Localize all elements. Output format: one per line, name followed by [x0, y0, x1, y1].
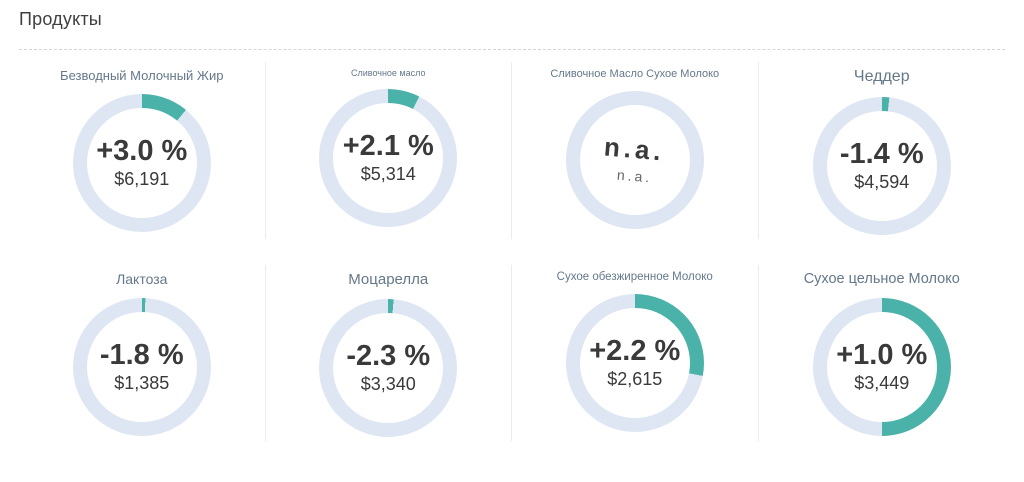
kpi-card-anhydrous-milk-fat: Безводный Молочный Жир +3.0 % $6,191	[19, 62, 266, 239]
kpi-title: Сухое обезжиренное Молоко	[556, 271, 713, 283]
dashboard-page: Продукты Безводный Молочный Жир +3.0 % $…	[19, 0, 1005, 441]
donut-hole: -1.4 % $4,594	[826, 111, 937, 221]
donut-ring: +2.1 % $5,314	[319, 89, 458, 227]
donut-ring: -1.4 % $4,594	[812, 97, 951, 235]
kpi-change: n.a.	[603, 131, 667, 167]
kpi-title: Безводный Молочный Жир	[60, 68, 224, 83]
kpi-value: $4,594	[854, 172, 910, 193]
donut-hole: n.a. n.a.	[579, 105, 690, 215]
kpi-change: +2.2 %	[589, 334, 681, 367]
kpi-card-butter-milk-powder: Сливочное Масло Сухое Молоко n.a. n.a.	[512, 62, 759, 239]
kpi-change: +2.1 %	[342, 129, 434, 162]
kpi-title: Сливочное масло	[351, 68, 426, 78]
donut-hole: -2.3 % $3,340	[333, 313, 444, 423]
donut-ring: +2.2 % $2,615	[565, 294, 704, 432]
kpi-title: Моцарелла	[348, 271, 429, 288]
kpi-card-butter: Сливочное масло +2.1 % $5,314	[266, 62, 512, 239]
kpi-change: -1.8 %	[99, 338, 184, 371]
donut-hole: +2.1 % $5,314	[333, 103, 444, 213]
kpi-title: Лактоза	[116, 271, 168, 287]
donut-hole: +3.0 % $6,191	[86, 108, 197, 218]
kpi-card-mozzarella: Моцарелла -2.3 % $3,340	[266, 265, 512, 441]
kpi-value: $1,385	[114, 373, 170, 394]
kpi-card-cheddar: Чеддер -1.4 % $4,594	[759, 62, 1006, 239]
kpi-value: n.a.	[616, 166, 654, 186]
kpi-value: $3,340	[360, 374, 416, 395]
donut-ring: +1.0 % $3,449	[812, 298, 951, 436]
kpi-card-lactose: Лактоза -1.8 % $1,385	[19, 265, 266, 441]
donut-ring: +3.0 % $6,191	[72, 94, 211, 232]
kpi-value: $5,314	[360, 164, 416, 185]
header-separator	[19, 49, 1005, 50]
page-title: Продукты	[19, 9, 102, 29]
donut-ring: -2.3 % $3,340	[319, 299, 458, 437]
kpi-change: +3.0 %	[96, 134, 188, 167]
kpi-grid: Безводный Молочный Жир +3.0 % $6,191 Сли…	[19, 62, 1005, 441]
kpi-value: $6,191	[114, 169, 170, 190]
kpi-card-whole-milk-powder: Сухое цельное Молоко +1.0 % $3,449	[759, 265, 1006, 441]
kpi-value: $2,615	[607, 369, 663, 390]
kpi-change: -1.4 %	[839, 137, 924, 170]
donut-hole: +1.0 % $3,449	[826, 312, 937, 422]
kpi-change: -2.3 %	[346, 339, 431, 372]
kpi-change: +1.0 %	[836, 338, 928, 371]
kpi-value: $3,449	[854, 373, 910, 394]
kpi-title: Чеддер	[853, 68, 910, 85]
page-header: Продукты	[19, 0, 1005, 50]
donut-hole: +2.2 % $2,615	[579, 308, 690, 418]
kpi-title: Сливочное Масло Сухое Молоко	[550, 68, 720, 80]
donut-ring: -1.8 % $1,385	[72, 298, 211, 436]
donut-ring: n.a. n.a.	[565, 91, 704, 229]
kpi-title: Сухое цельное Молоко	[803, 271, 960, 287]
kpi-card-skimmed-milk-powder: Сухое обезжиренное Молоко +2.2 % $2,615	[512, 265, 759, 441]
donut-hole: -1.8 % $1,385	[86, 312, 197, 422]
